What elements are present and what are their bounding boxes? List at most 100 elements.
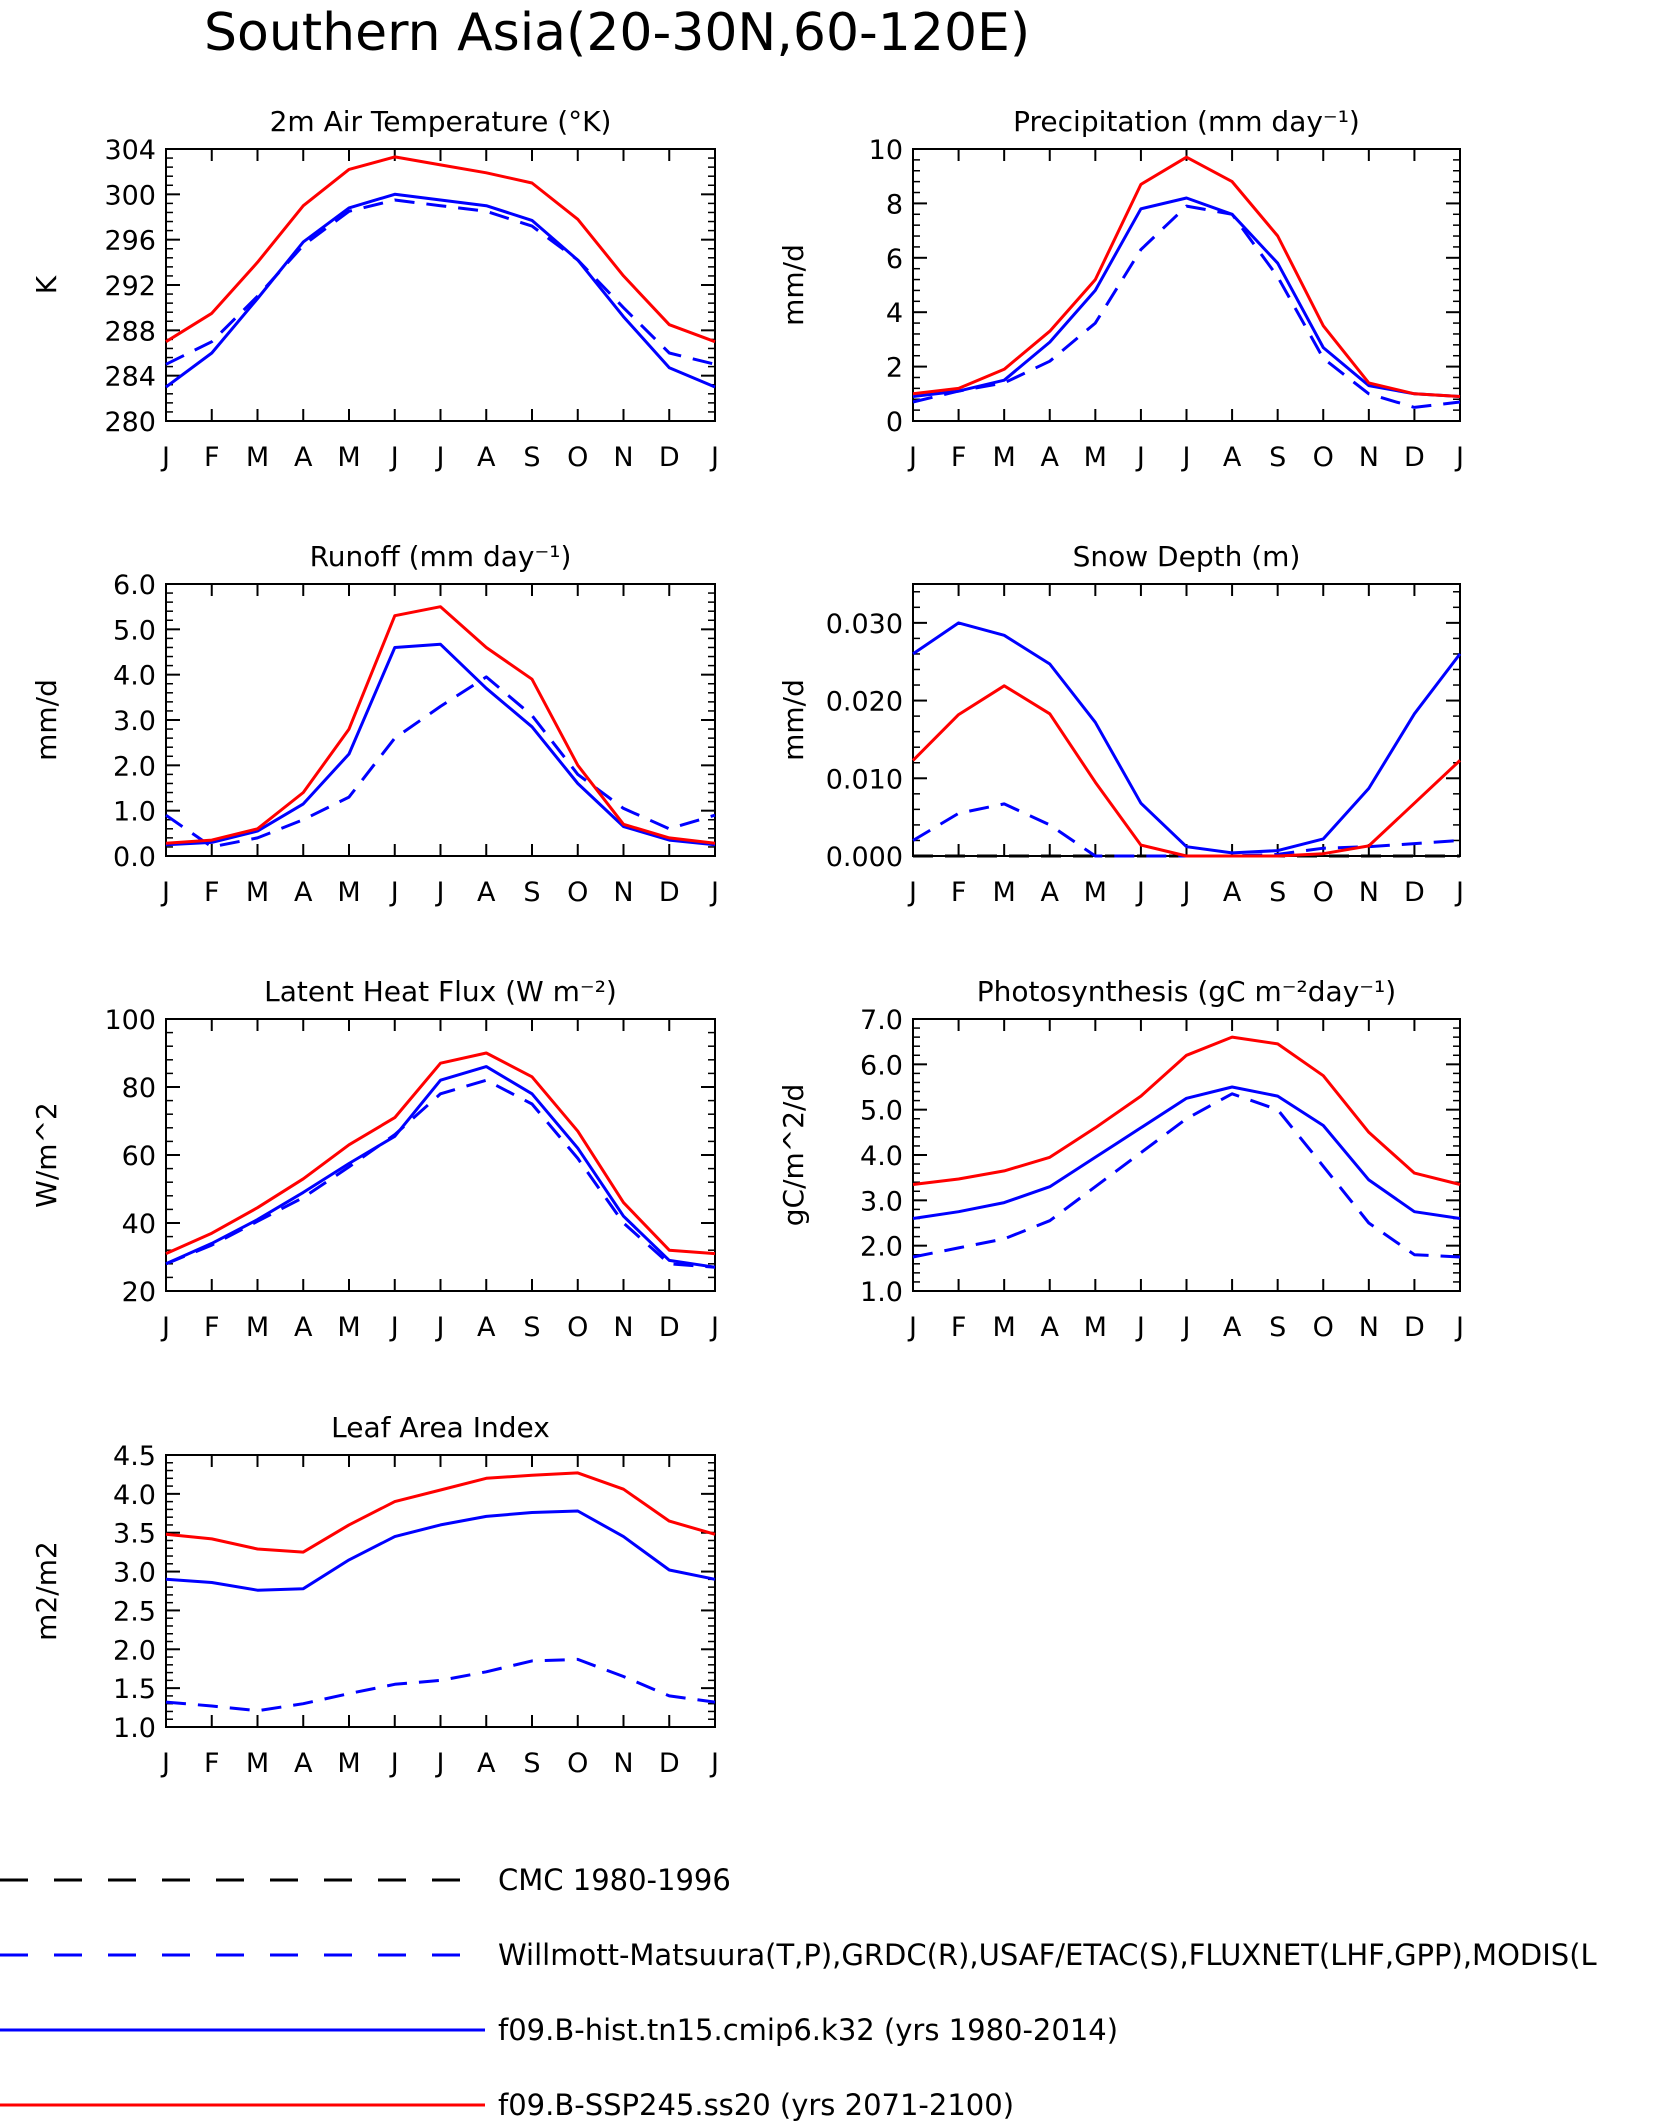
panel-title: Precipitation (mm day⁻¹)	[1013, 105, 1360, 138]
series-line-obs	[165, 198, 716, 366]
y-tick-label: 10	[869, 135, 903, 166]
x-tick-label: D	[1404, 1312, 1425, 1343]
panel-title: Latent Heat Flux (W m⁻²)	[264, 975, 617, 1008]
x-tick-label: S	[1269, 442, 1286, 473]
y-tick-label: 280	[104, 407, 156, 438]
x-tick-label: N	[613, 442, 633, 473]
legend-label-hist: f09.B-hist.tn15.cmip6.k32 (yrs 1980-2014…	[498, 2013, 1118, 2047]
y-tick-label: 284	[104, 362, 156, 393]
x-tick-label: O	[567, 442, 588, 473]
x-tick-label: M	[246, 1748, 269, 1779]
x-tick-label: O	[1313, 442, 1334, 473]
y-tick-label: 1.0	[113, 797, 156, 828]
x-tick-label: A	[294, 1748, 313, 1779]
x-tick-label: N	[613, 877, 633, 908]
panel-title: Leaf Area Index	[331, 1411, 550, 1444]
x-tick-label: S	[523, 442, 540, 473]
x-tick-label: O	[567, 1312, 588, 1343]
y-tick-label: 1.5	[113, 1674, 156, 1705]
legend: CMC 1980-1996 Willmott-Matsuura(T,P),GRDC…	[0, 1863, 1597, 2122]
plot-frame	[912, 583, 1461, 857]
x-tick-label: D	[1404, 877, 1425, 908]
y-tick-label: 304	[104, 135, 156, 166]
y-tick-label: 0.010	[826, 764, 903, 795]
x-tick-label: A	[1223, 442, 1242, 473]
x-tick-label: J	[389, 1748, 399, 1779]
series-line-hist	[912, 621, 1462, 855]
y-tick-label: 4.0	[113, 661, 156, 692]
y-tick-label: 1.0	[860, 1277, 903, 1308]
x-tick-label: J	[435, 877, 445, 908]
x-tick-label: N	[1359, 1312, 1379, 1343]
x-tick-label: A	[1223, 1312, 1242, 1343]
series-line-ssp	[912, 1035, 1461, 1186]
x-tick-label: D	[659, 1312, 680, 1343]
x-tick-label: J	[709, 442, 719, 473]
x-tick-label: J	[1454, 877, 1464, 908]
x-tick-label: F	[951, 877, 967, 908]
x-tick-label: M	[337, 1312, 360, 1343]
panel-title: 2m Air Temperature (°K)	[270, 105, 612, 138]
panel-title: Photosynthesis (gC m⁻²day⁻¹)	[977, 975, 1396, 1008]
x-tick-label: J	[1135, 442, 1145, 473]
y-axis-label: W/m^2	[30, 1102, 63, 1208]
x-tick-label: J	[1181, 1312, 1191, 1343]
x-tick-label: M	[337, 877, 360, 908]
series-line-obs	[165, 1078, 716, 1269]
plot-frame	[912, 148, 1461, 422]
y-tick-label: 288	[104, 316, 156, 347]
x-tick-label: S	[1269, 877, 1286, 908]
y-tick-label: 100	[104, 1005, 156, 1036]
x-tick-label: A	[1041, 442, 1060, 473]
x-tick-label: D	[659, 1748, 680, 1779]
x-tick-label: M	[993, 1312, 1016, 1343]
y-axis-label: mm/d	[777, 244, 810, 326]
y-tick-label: 2.5	[113, 1596, 156, 1627]
x-tick-label: J	[1135, 1312, 1145, 1343]
legend-label-ssp: f09.B-SSP245.ss20 (yrs 2071-2100)	[498, 2088, 1014, 2122]
y-tick-label: 2	[886, 353, 903, 384]
x-tick-label: O	[1313, 877, 1334, 908]
x-tick-label: M	[337, 442, 360, 473]
x-tick-label: M	[1084, 442, 1107, 473]
y-tick-label: 0	[886, 407, 903, 438]
y-tick-label: 3.0	[113, 1558, 156, 1589]
series-line-hist	[165, 1509, 716, 1592]
y-tick-label: 7.0	[860, 1005, 903, 1036]
series-line-obs	[165, 1657, 716, 1713]
x-tick-label: J	[160, 1748, 170, 1779]
x-tick-label: J	[709, 1748, 719, 1779]
y-axis-label: mm/d	[777, 679, 810, 761]
x-tick-label: A	[477, 1312, 496, 1343]
x-tick-label: J	[907, 1312, 917, 1343]
y-axis-label: mm/d	[30, 679, 63, 761]
y-tick-label: 0.020	[826, 687, 903, 718]
series-line-ssp	[165, 605, 716, 845]
x-tick-label: M	[993, 442, 1016, 473]
x-tick-label: J	[907, 877, 917, 908]
x-tick-label: J	[389, 442, 399, 473]
x-tick-label: D	[659, 877, 680, 908]
x-tick-label: J	[709, 1312, 719, 1343]
plot-frame	[165, 583, 716, 857]
x-tick-label: J	[435, 1312, 445, 1343]
series-line-hist	[912, 196, 1461, 398]
x-tick-label: J	[160, 442, 170, 473]
series-line-ssp	[165, 1051, 716, 1256]
panel-temp: 2m Air Temperature (°K)KJ F M A M J J A S O N D J280…	[30, 105, 719, 473]
panel-title: Snow Depth (m)	[1073, 540, 1301, 573]
x-tick-label: J	[1181, 442, 1191, 473]
x-tick-label: J	[907, 442, 917, 473]
y-tick-label: 4	[886, 298, 903, 329]
x-tick-label: F	[204, 442, 220, 473]
x-tick-label: N	[1359, 442, 1379, 473]
x-tick-label: S	[523, 877, 540, 908]
series-line-obs	[165, 675, 716, 849]
x-tick-label: J	[1454, 442, 1464, 473]
x-tick-label: O	[567, 877, 588, 908]
x-tick-label: A	[1223, 877, 1242, 908]
plot-frame	[912, 1018, 1461, 1292]
x-tick-label: J	[709, 877, 719, 908]
